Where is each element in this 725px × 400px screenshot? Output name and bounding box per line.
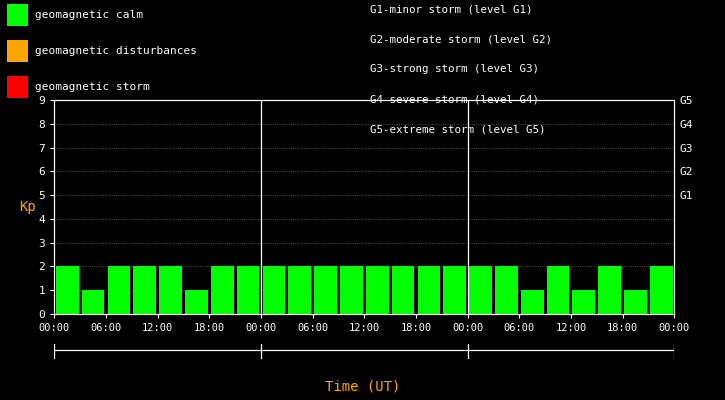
Bar: [160, 266, 182, 314]
Text: geomagnetic calm: geomagnetic calm: [35, 10, 143, 20]
Text: G5-extreme storm (level G5): G5-extreme storm (level G5): [370, 124, 545, 134]
Bar: [82, 290, 104, 314]
Bar: [547, 266, 569, 314]
Bar: [107, 266, 130, 314]
Bar: [237, 266, 260, 314]
Bar: [56, 266, 78, 314]
Text: G3-strong storm (level G3): G3-strong storm (level G3): [370, 64, 539, 74]
Bar: [289, 266, 311, 314]
Bar: [418, 266, 440, 314]
Text: geomagnetic storm: geomagnetic storm: [35, 82, 149, 92]
Bar: [598, 266, 621, 314]
Bar: [521, 290, 544, 314]
Bar: [314, 266, 337, 314]
Bar: [573, 290, 595, 314]
Bar: [624, 290, 647, 314]
Bar: [133, 266, 156, 314]
Text: G2-moderate storm (level G2): G2-moderate storm (level G2): [370, 34, 552, 44]
Text: Time (UT): Time (UT): [325, 380, 400, 394]
Y-axis label: Kp: Kp: [19, 200, 36, 214]
Text: geomagnetic disturbances: geomagnetic disturbances: [35, 46, 196, 56]
Text: G1-minor storm (level G1): G1-minor storm (level G1): [370, 4, 532, 14]
Bar: [211, 266, 233, 314]
Bar: [340, 266, 362, 314]
Bar: [495, 266, 518, 314]
Text: G4-severe storm (level G4): G4-severe storm (level G4): [370, 94, 539, 104]
Bar: [262, 266, 285, 314]
Bar: [444, 266, 466, 314]
Bar: [650, 266, 673, 314]
Bar: [366, 266, 389, 314]
Bar: [185, 290, 208, 314]
Bar: [469, 266, 492, 314]
Bar: [392, 266, 415, 314]
